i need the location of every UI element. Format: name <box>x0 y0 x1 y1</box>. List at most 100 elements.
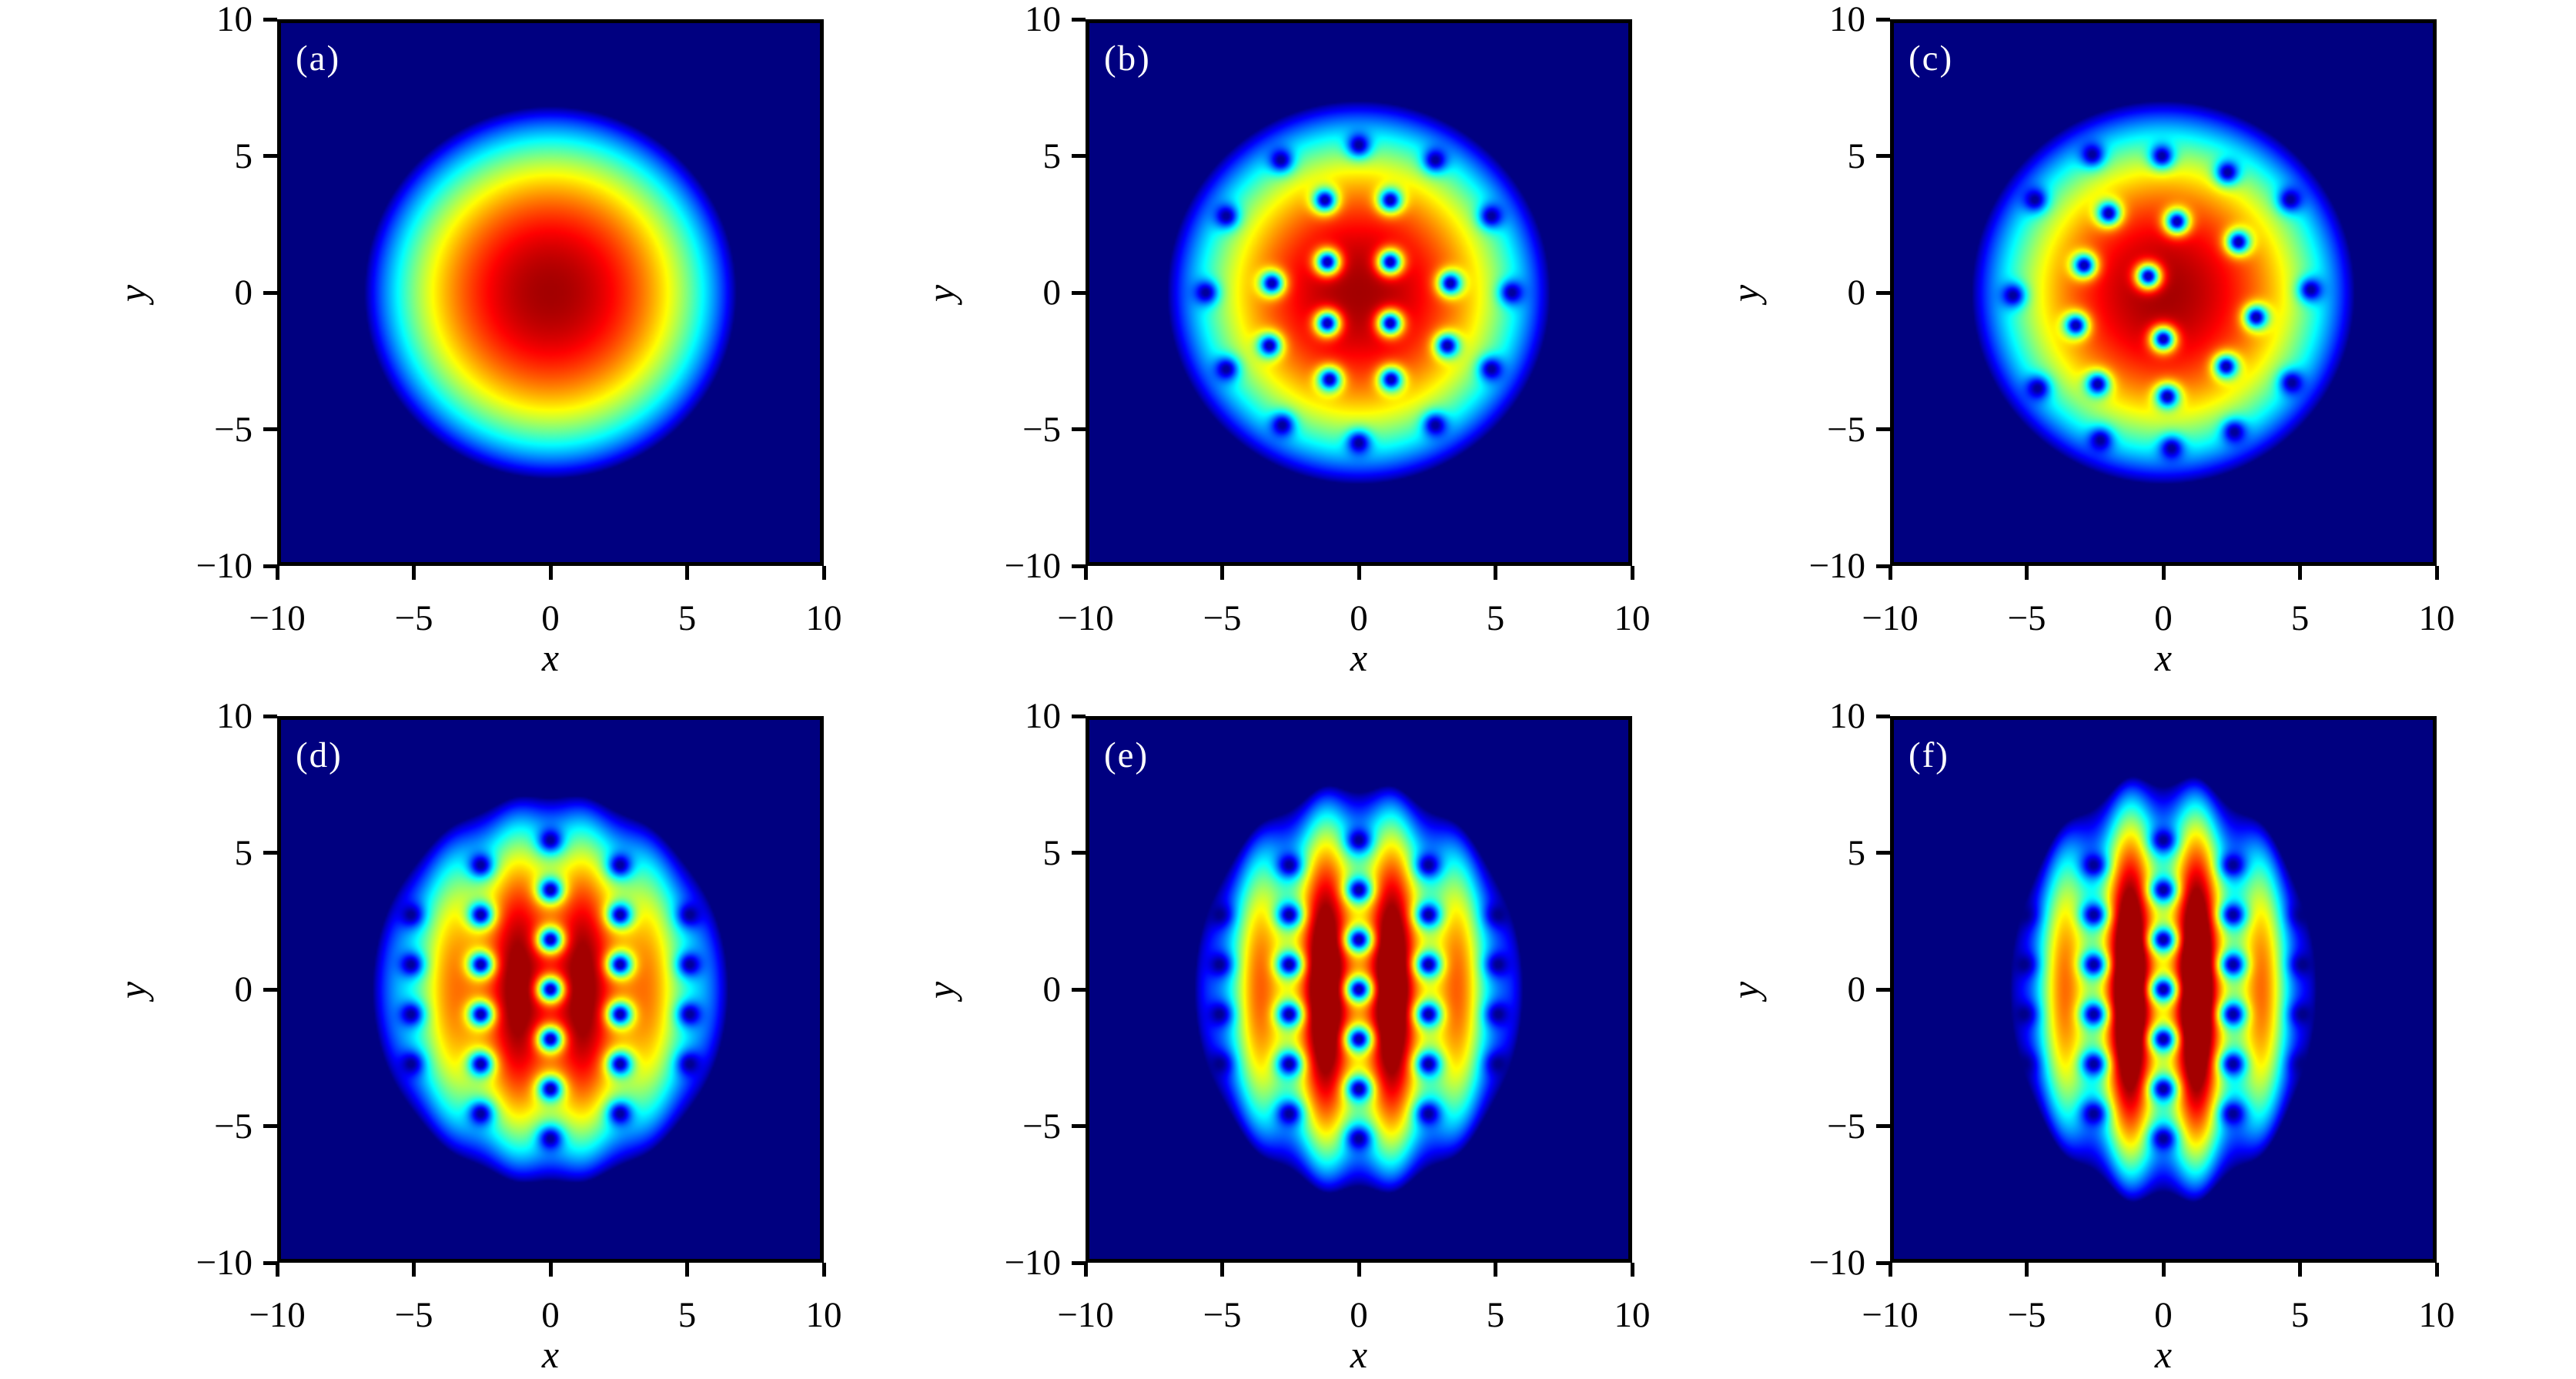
x-tick-label: −10 <box>1057 598 1114 638</box>
heatmap-canvas-c <box>1890 19 2437 566</box>
y-tick-label: −5 <box>213 409 253 450</box>
x-tick-mark <box>275 1263 279 1277</box>
x-tick-mark <box>2025 1263 2029 1277</box>
x-tick-mark <box>2298 1263 2302 1277</box>
x-tick-mark <box>1888 566 1892 580</box>
y-tick-label: 10 <box>1829 696 1865 736</box>
x-tick-label: 10 <box>1614 1295 1651 1335</box>
x-tick-mark <box>1083 566 1088 580</box>
panel-f: (f) −10 −5 0 5 10 10 5 0 −5 −10 x y <box>1724 697 2455 1376</box>
x-tick-label: −10 <box>249 1295 306 1335</box>
y-tick-mark <box>1072 17 1086 22</box>
y-tick-mark <box>263 17 277 22</box>
x-tick-label: 10 <box>1614 598 1651 638</box>
x-axis-label: x <box>541 636 560 679</box>
y-tick-label: −10 <box>1004 1243 1061 1283</box>
x-tick-label: −5 <box>2007 1295 2046 1335</box>
x-tick-mark <box>821 1263 826 1277</box>
x-tick-label: 0 <box>1350 598 1368 638</box>
panel-d: (d) −10 −5 0 5 10 10 5 0 −5 −10 x y <box>111 697 842 1376</box>
y-tick-label: 5 <box>234 832 253 873</box>
y-tick-label: 10 <box>1025 0 1061 39</box>
x-tick-mark <box>2161 1263 2166 1277</box>
y-tick-label: −10 <box>196 546 253 586</box>
panel-label-e: (e) <box>1104 735 1149 775</box>
y-tick-mark <box>1876 714 1890 718</box>
y-tick-mark <box>1876 154 1890 158</box>
x-tick-mark <box>1630 1263 1634 1277</box>
x-tick-mark <box>1220 566 1224 580</box>
y-tick-mark <box>263 564 277 568</box>
x-tick-mark <box>1888 1263 1892 1277</box>
y-tick-label: 0 <box>1847 969 1866 1009</box>
panel-label-b: (b) <box>1104 38 1151 79</box>
y-tick-label: −10 <box>1004 546 1061 586</box>
y-tick-mark <box>1072 427 1086 431</box>
y-tick-mark <box>1072 290 1086 295</box>
x-tick-label: −5 <box>394 598 433 638</box>
y-axis-label: y <box>1724 284 1767 303</box>
x-axis-label: x <box>1350 1333 1368 1376</box>
x-tick-label: −5 <box>1203 598 1242 638</box>
y-tick-label: −5 <box>1022 409 1061 450</box>
y-tick-mark <box>1876 1260 1890 1265</box>
x-tick-mark <box>548 566 553 580</box>
x-axis-label: x <box>2154 1333 2173 1376</box>
x-tick-mark <box>1494 566 1497 580</box>
x-tick-label: −5 <box>394 1295 433 1335</box>
x-tick-label: 5 <box>1486 1295 1505 1335</box>
y-tick-mark <box>263 714 277 718</box>
y-tick-label: 0 <box>1042 273 1062 313</box>
x-tick-label: −10 <box>1862 598 1919 638</box>
x-axis-label: x <box>2154 636 2173 679</box>
x-tick-label: 0 <box>1350 1295 1368 1335</box>
x-tick-mark <box>1630 566 1634 580</box>
y-tick-label: 0 <box>234 969 253 1009</box>
y-tick-mark <box>1072 1124 1086 1128</box>
x-tick-label: 10 <box>2418 598 2455 638</box>
y-tick-label: −5 <box>1826 1106 1865 1146</box>
y-tick-label: 0 <box>1847 273 1866 313</box>
heatmap-canvas-f <box>1890 716 2437 1263</box>
y-tick-label: 5 <box>1042 832 1062 873</box>
x-tick-mark <box>1083 1263 1088 1277</box>
y-tick-label: 10 <box>1829 0 1865 39</box>
y-tick-label: −5 <box>1826 409 1865 450</box>
x-tick-mark <box>548 1263 553 1277</box>
y-axis-label: y <box>111 981 154 999</box>
y-tick-label: 5 <box>1847 136 1866 176</box>
x-tick-label: 5 <box>677 598 697 638</box>
y-tick-mark <box>1876 17 1890 22</box>
y-tick-mark <box>1072 564 1086 568</box>
x-tick-mark <box>2434 566 2439 580</box>
y-tick-label: −5 <box>1022 1106 1061 1146</box>
panel-label-c: (c) <box>1909 38 1954 79</box>
x-tick-mark <box>685 566 689 580</box>
x-tick-label: −5 <box>2007 598 2046 638</box>
y-tick-mark <box>1072 154 1086 158</box>
panel-c: (c) −10 −5 0 5 10 10 5 0 −5 −10 x y <box>1724 0 2455 679</box>
heatmap-canvas-e <box>1086 716 1632 1263</box>
y-tick-mark <box>1876 851 1890 855</box>
x-tick-label: 0 <box>541 598 560 638</box>
heatmap-canvas-d <box>277 716 824 1263</box>
x-tick-label: 0 <box>2154 1295 2173 1335</box>
y-tick-label: 10 <box>216 0 253 39</box>
y-tick-mark <box>263 154 277 158</box>
x-tick-mark <box>821 566 826 580</box>
y-axis-label: y <box>111 284 154 303</box>
y-tick-mark <box>1072 851 1086 855</box>
y-tick-label: 5 <box>1042 136 1062 176</box>
x-tick-label: −10 <box>1057 1295 1114 1335</box>
y-tick-mark <box>263 851 277 855</box>
x-tick-label: 5 <box>677 1295 697 1335</box>
y-axis-label: y <box>919 284 962 303</box>
y-tick-label: 5 <box>234 136 253 176</box>
y-tick-mark <box>1876 290 1890 295</box>
y-tick-mark <box>1072 987 1086 992</box>
x-tick-mark <box>1494 1263 1497 1277</box>
y-tick-label: 5 <box>1847 832 1866 873</box>
y-axis-label: y <box>919 981 962 999</box>
heatmap-canvas-a <box>277 19 824 566</box>
